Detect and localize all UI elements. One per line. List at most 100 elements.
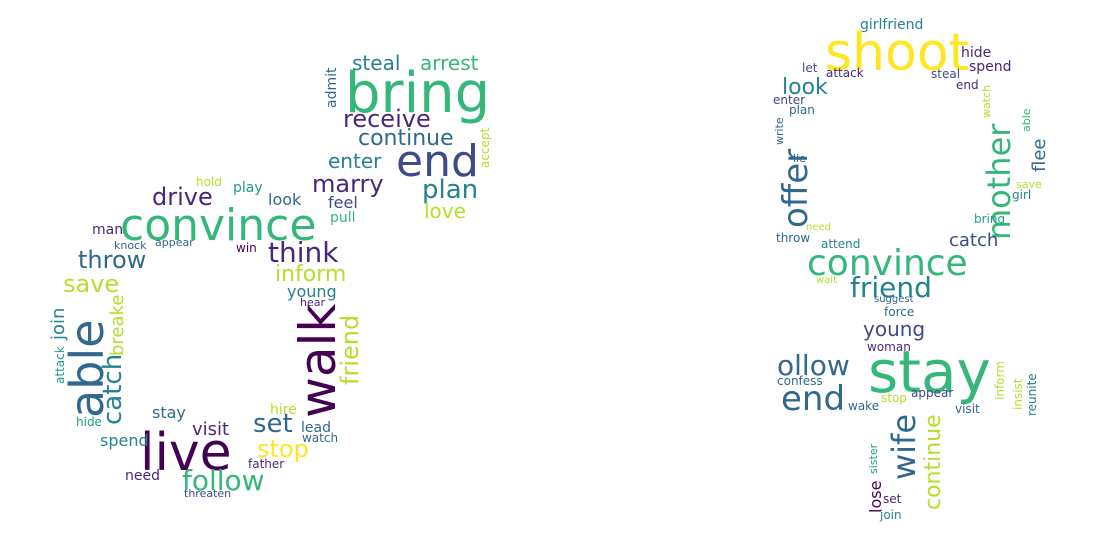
word-confess: confess [777,374,823,388]
female-symbol-word-cloud: shootstayconvincemotherofferfriendendoll… [773,17,1050,522]
word-throw: throw [78,246,146,274]
word-girlfriend: girlfriend [860,17,923,33]
word-save: save [1016,178,1042,191]
word-convince: convince [807,243,968,284]
word-catch: catch [98,354,128,425]
word-plan: plan [789,103,815,117]
word-join: join [879,508,902,522]
word-friend: friend [850,271,932,304]
word-watch: watch [302,431,338,445]
word-arrest: arrest [420,51,479,75]
word-friend: friend [336,315,364,385]
word-appear: appear [911,386,953,400]
word-mother: mother [980,123,1018,240]
word-look: look [782,75,828,100]
word-win: win [236,241,257,255]
word-receive: receive [343,105,431,133]
word-lose: lose [866,481,885,513]
word-force: force [884,305,914,319]
word-end: end [396,136,479,187]
word-walk: walk [289,304,347,418]
word-follow: follow [182,464,265,497]
word-reunite: reunite [1025,373,1039,416]
word-shoot: shoot [825,23,969,83]
word-inform: inform [993,361,1007,400]
word-young: young [863,317,925,341]
word-woman: woman [867,340,911,354]
word-wake: wake [848,399,879,413]
word-suggest: suggest [874,294,914,305]
word-convince: convince [120,200,316,251]
word-man: man [92,222,123,238]
word-offer: offer [776,149,816,228]
word-sister: sister [867,443,880,474]
word-watch: watch [980,85,993,118]
word-need: need [806,222,831,233]
male-symbol-word-cloud: bring end convince walk live able follow think m… [48,51,492,500]
word-pull: pull [330,210,356,226]
word-hire: hire [270,402,297,418]
word-love: love [424,199,466,223]
word-ollow: ollow [777,349,850,382]
word-stop: stop [881,391,907,405]
word-wait: wait [816,275,837,286]
word-visit: visit [192,419,229,440]
word-need: need [125,468,160,484]
word-attack: attack [826,66,864,80]
word-join: join [48,308,69,341]
word-drive: drive [152,183,213,211]
word-play: play [233,180,263,196]
word-able: able [1020,108,1033,132]
word-flee: flee [1029,139,1050,173]
word-end: end [781,379,845,419]
word-spend: spend [969,59,1012,75]
word-hide: hide [961,45,991,61]
word-appear: appear [155,236,194,249]
word-young: young [287,282,337,301]
word-father: father [248,457,284,471]
word-hide: hide [76,415,102,429]
word-attend: attend [821,237,860,251]
word-end: end [956,78,979,92]
word-stop: stop [257,435,309,463]
word-stay: stay [152,403,186,422]
word-steal: steal [931,67,960,81]
word-plan: plan [422,175,478,205]
word-think: think [268,236,339,269]
word-feel: feel [328,193,358,212]
word-continue: continue [358,126,454,151]
word-set: set [883,492,902,506]
word-lead: lead [301,420,331,436]
word-throw: throw [776,231,810,245]
word-lie: lie [793,152,806,165]
word-continue: continue [921,414,946,510]
word-save: save [63,270,119,298]
word-catch: catch [949,230,998,251]
word-let: let [802,61,818,75]
word-look: look [268,190,302,209]
word-steal: steal [352,51,400,75]
word-threaten: threaten [184,487,231,500]
word-hold: hold [196,175,222,189]
word-admit: admit [324,67,340,108]
word-inform: inform [275,262,346,287]
word-enter: enter [328,149,382,173]
word-accept: accept [478,127,492,168]
word-girl: girl [1012,188,1031,202]
word-stay: stay [868,338,991,406]
word-visit: visit [955,402,980,416]
word-bring: bring [345,61,490,126]
word-hear: hear [300,296,325,309]
word-knock: knock [114,239,147,252]
word-insist: insist [1011,378,1025,410]
word-attack: attack [53,346,67,384]
word-breake: breake [107,295,128,356]
word-write: write [773,117,786,145]
word-enter: enter [773,93,805,107]
word-set: set [253,409,293,439]
word-spend: spend [100,431,149,450]
word-bring: bring [974,212,1005,226]
word-able: able [60,320,114,418]
word-wife: wife [885,414,923,480]
